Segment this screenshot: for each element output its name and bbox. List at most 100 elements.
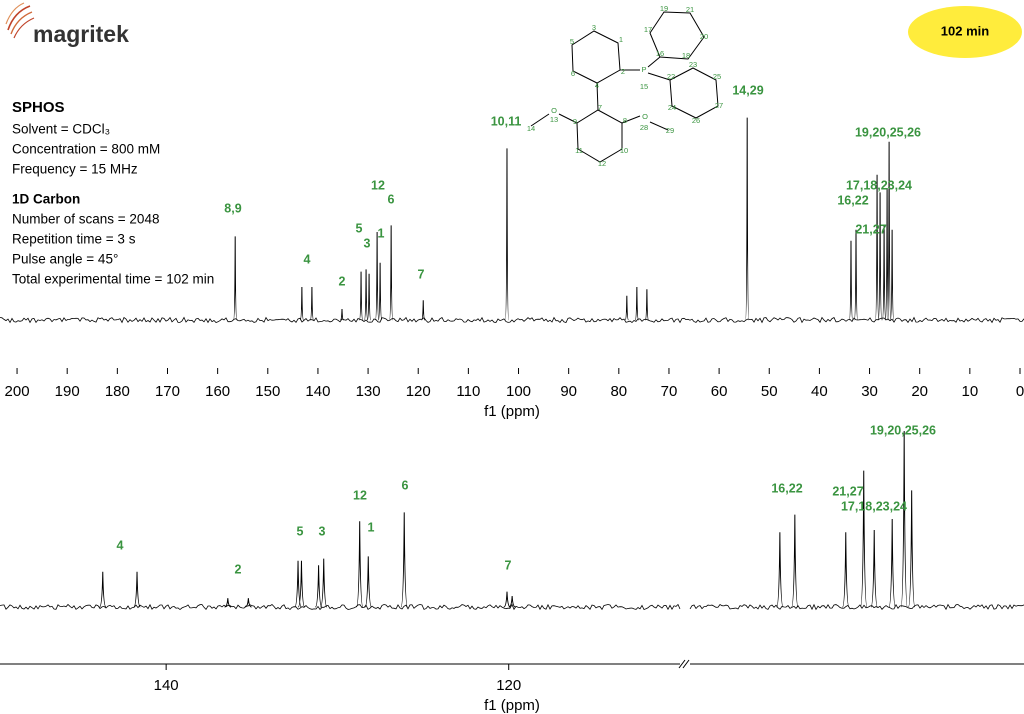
peak-annotation: 1 <box>368 520 375 534</box>
axis-break <box>678 659 686 669</box>
atom-label: 23 <box>689 60 697 69</box>
x-tick-label: 90 <box>560 383 577 400</box>
peak <box>848 240 854 321</box>
peak <box>881 225 887 321</box>
peak-annotation: 12 <box>353 488 367 502</box>
peak-annotation: 12 <box>371 178 385 192</box>
atom-label: 16 <box>656 49 664 58</box>
atom-label: 7 <box>598 103 602 112</box>
peak-annotation: 7 <box>418 267 425 281</box>
x-tick-label: 170 <box>155 383 180 400</box>
x-axis-title: f1 (ppm) <box>484 697 540 714</box>
x-tick-label: 130 <box>356 383 381 400</box>
peak <box>366 273 372 321</box>
peak <box>389 225 394 321</box>
peak <box>358 271 364 321</box>
peak <box>503 591 511 608</box>
peak-annotation: 14,29 <box>732 83 763 97</box>
structure-bonds <box>530 11 719 163</box>
peak <box>791 514 799 608</box>
atom-label: 12 <box>598 159 606 168</box>
peak <box>504 148 510 321</box>
peak-annotation: 1 <box>378 226 385 240</box>
atom-label: 26 <box>692 116 700 125</box>
x-tick-label: 120 <box>406 383 431 400</box>
badge-text: 102 min <box>941 23 989 38</box>
x-tick-label: 30 <box>861 383 878 400</box>
x-tick-label: 150 <box>255 383 280 400</box>
atom-label: 3 <box>592 23 596 32</box>
peak <box>776 532 784 608</box>
atom-label: 21 <box>686 5 694 14</box>
x-tick-label: 120 <box>496 677 521 694</box>
peak <box>887 141 892 321</box>
peak <box>99 571 107 608</box>
info-title: SPHOS <box>12 99 65 116</box>
x-tick-label: 0 <box>1016 383 1024 400</box>
x-tick-label: 50 <box>761 383 778 400</box>
x-tick-label: 70 <box>661 383 678 400</box>
atom-label: 5 <box>570 37 574 46</box>
atom-label: 1 <box>619 35 623 44</box>
peak <box>363 269 369 321</box>
peak <box>375 231 380 321</box>
atom-label: 10 <box>620 146 628 155</box>
peak-annotation: 5 <box>356 221 363 235</box>
peak <box>245 598 252 608</box>
x-tick-label: 40 <box>811 383 828 400</box>
atom-label: 2 <box>621 67 625 76</box>
peak-annotation: 16,22 <box>771 481 802 495</box>
atom-label: 11 <box>575 146 583 155</box>
info-line: Total experimental time = 102 min <box>12 272 214 287</box>
peak <box>400 512 408 608</box>
peak <box>907 490 916 608</box>
atom-label: 15 <box>640 82 648 91</box>
atom-label: 8 <box>623 116 627 125</box>
peak-annotation: 8,9 <box>224 201 241 215</box>
x-tick-label: 110 <box>456 383 480 400</box>
peak-annotation: 17,18,23,24 <box>846 178 912 192</box>
x-tick-label: 200 <box>5 383 30 400</box>
logo: magritek <box>5 2 129 47</box>
peak-annotation: 2 <box>339 274 346 288</box>
peak-annotation: 2 <box>235 562 242 576</box>
peak <box>364 556 372 608</box>
badge <box>908 6 1022 58</box>
peak <box>888 518 896 608</box>
baseline <box>689 603 1024 611</box>
peak <box>853 229 859 321</box>
info-line: Frequency = 15 MHz <box>12 162 138 177</box>
atom-label: O <box>642 112 648 121</box>
axis-break <box>682 659 690 669</box>
peak-annotation: 3 <box>319 524 326 538</box>
x-tick-label: 140 <box>154 677 179 694</box>
atom-label: 18 <box>682 51 690 60</box>
peak-annotation: 6 <box>402 478 409 492</box>
atom-label: 20 <box>700 32 708 41</box>
x-tick-label: 80 <box>610 383 627 400</box>
peak <box>299 286 304 321</box>
peak <box>860 470 868 608</box>
atom-label: O <box>551 106 557 115</box>
atom-label: 28 <box>640 123 648 132</box>
info-section: 1D Carbon <box>12 192 80 207</box>
info-line: Solvent = CDCl₃ <box>12 122 110 137</box>
x-tick-label: 20 <box>911 383 928 400</box>
atom-label: 17 <box>644 25 652 34</box>
peak <box>314 565 323 608</box>
peak-annotation: 6 <box>388 192 395 206</box>
atom-label: 22 <box>667 72 675 81</box>
peak <box>634 286 639 321</box>
peak <box>874 174 880 321</box>
peak-annotation: 5 <box>297 524 304 538</box>
peak-annotation: 3 <box>364 236 371 250</box>
peak-annotation: 19,20,25,26 <box>855 125 921 139</box>
logo-text: magritek <box>33 21 129 47</box>
atom-label: 25 <box>713 72 721 81</box>
x-axis-title: f1 (ppm) <box>484 403 540 420</box>
peak <box>842 532 850 608</box>
x-tick-label: 100 <box>506 383 531 400</box>
peak <box>309 286 315 321</box>
peak <box>297 560 306 608</box>
